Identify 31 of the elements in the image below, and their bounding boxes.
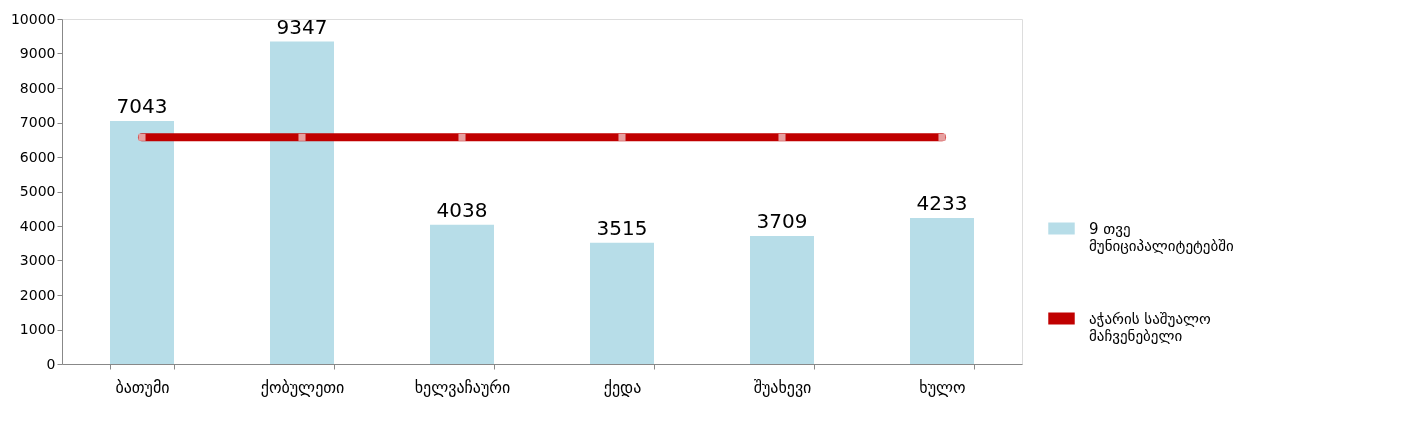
- bar: [910, 217, 974, 364]
- data-label: 9347: [276, 14, 328, 39]
- legend-label: აჭარის საშუალო მაჩვენებელი: [1089, 309, 1211, 345]
- x-tick-label: ბათუმი: [115, 377, 170, 397]
- data-label: 7043: [116, 94, 168, 119]
- y-tick-label: 0: [46, 355, 56, 372]
- y-tick-label: 6000: [19, 148, 56, 165]
- x-tick-label: ქედა: [603, 377, 642, 397]
- y-tick-label: 3000: [19, 252, 56, 268]
- y-tick-label: 8000: [19, 79, 56, 96]
- x-tick-label: ხულო: [919, 377, 966, 397]
- y-tick-label: 5000: [19, 183, 56, 199]
- data-label: 4038: [436, 197, 488, 222]
- bar: [110, 121, 174, 364]
- y-tick-label: 4000: [19, 217, 56, 234]
- y-tick-label: 9000: [19, 45, 56, 61]
- bar: [590, 242, 654, 364]
- bar: [750, 236, 814, 364]
- data-label: 4233: [916, 190, 968, 215]
- x-tick-label: ქობულეთი: [260, 377, 345, 397]
- data-label: 3515: [596, 215, 648, 240]
- bar: [430, 224, 494, 364]
- y-tick-label: 2000: [19, 286, 56, 303]
- bar: [270, 41, 334, 364]
- y-tick-label: 10000: [10, 10, 56, 27]
- y-tick-label: 1000: [19, 321, 56, 337]
- x-tick-label: შუახევი: [753, 377, 812, 397]
- legend-label: 9 თვე მუნიციპალიტეტებში: [1089, 219, 1234, 255]
- y-tick-label: 7000: [19, 114, 56, 130]
- data-label: 3709: [756, 209, 808, 234]
- x-tick-label: ხელვაჩაური: [414, 377, 511, 397]
